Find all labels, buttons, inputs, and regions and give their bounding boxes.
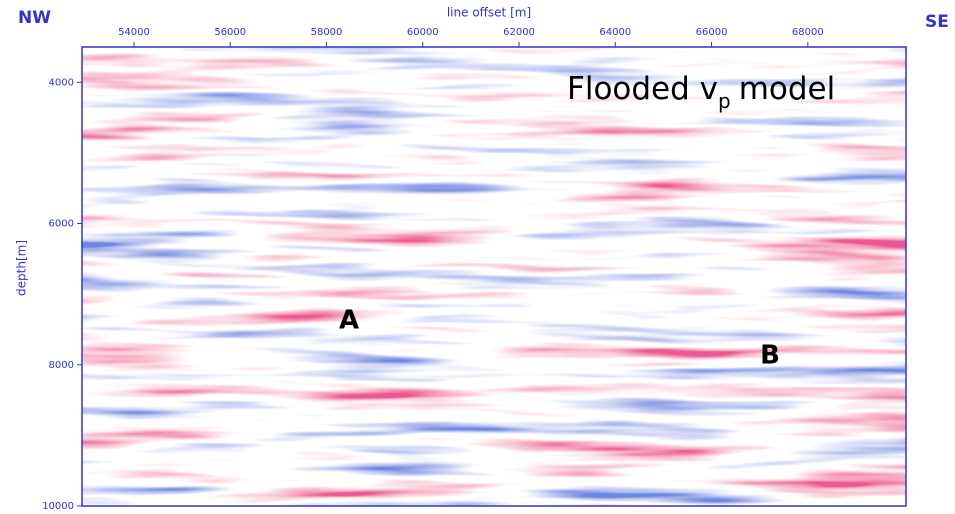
y-axis-label: depth[m] — [15, 240, 29, 296]
corner-label: SE — [925, 12, 949, 32]
y-tick-label: 4000 — [49, 77, 74, 88]
x-axis-label: line offset [m] — [447, 6, 531, 20]
x-tick-label: 66000 — [696, 27, 728, 38]
title-text: model — [739, 71, 836, 107]
x-tick-label: 58000 — [311, 27, 343, 38]
x-tick-label: 68000 — [792, 27, 824, 38]
seismic-image — [82, 47, 906, 506]
x-tick-label: 60000 — [407, 27, 439, 38]
title-text: Flooded v — [567, 71, 718, 107]
title-subscript: p — [718, 89, 731, 113]
y-tick-label: 6000 — [49, 219, 74, 230]
y-tick-label: 10000 — [42, 501, 74, 510]
corner-label: NW — [18, 8, 51, 28]
x-tick-label: 64000 — [599, 27, 631, 38]
annotation: A — [339, 306, 359, 336]
y-tick-label: 8000 — [49, 360, 74, 371]
x-tick-label: 56000 — [214, 27, 246, 38]
panel-title: Flooded vp model — [567, 71, 835, 113]
annotation: B — [760, 341, 780, 371]
plot-frame — [81, 46, 907, 507]
x-tick-label: 62000 — [503, 27, 535, 38]
x-tick-label: 54000 — [118, 27, 150, 38]
